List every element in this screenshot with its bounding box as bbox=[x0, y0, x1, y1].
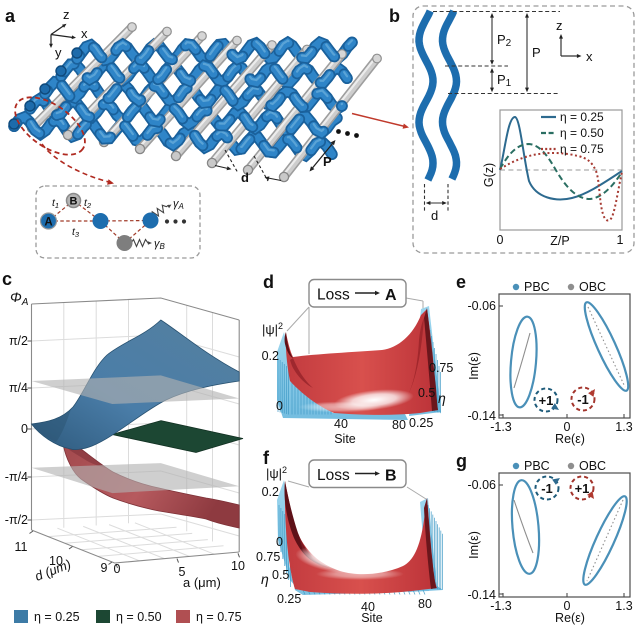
svg-text:OBC: OBC bbox=[579, 459, 606, 473]
svg-text:γB: γB bbox=[154, 238, 166, 251]
svg-text:A: A bbox=[44, 217, 52, 229]
svg-text:η: η bbox=[261, 571, 269, 587]
svg-text:-1.3: -1.3 bbox=[490, 420, 512, 434]
svg-text:0.75: 0.75 bbox=[429, 361, 453, 375]
svg-text:x: x bbox=[586, 49, 593, 64]
svg-text:0.5: 0.5 bbox=[272, 568, 289, 582]
svg-text:y: y bbox=[55, 45, 62, 60]
svg-text:B: B bbox=[385, 468, 397, 485]
svg-text:1.3: 1.3 bbox=[615, 420, 632, 434]
svg-text:η = 0.75: η = 0.75 bbox=[196, 610, 242, 624]
svg-text:η = 0.25: η = 0.25 bbox=[560, 110, 604, 124]
svg-text:10: 10 bbox=[231, 559, 245, 573]
svg-text:Loss: Loss bbox=[317, 467, 350, 484]
svg-text:b: b bbox=[389, 6, 400, 26]
svg-text:P: P bbox=[323, 154, 332, 169]
svg-text:Z/P: Z/P bbox=[550, 234, 569, 248]
svg-text:t1: t1 bbox=[52, 197, 59, 210]
svg-text:80: 80 bbox=[418, 597, 432, 611]
svg-text:Re(ε): Re(ε) bbox=[555, 611, 585, 625]
svg-text:-0.14: -0.14 bbox=[468, 409, 497, 423]
svg-text:0: 0 bbox=[564, 599, 571, 613]
svg-text:+1: +1 bbox=[539, 393, 554, 408]
svg-text:e: e bbox=[456, 272, 466, 292]
svg-text:1.3: 1.3 bbox=[615, 599, 632, 613]
svg-text:P: P bbox=[532, 45, 541, 60]
svg-text:|ψ|2: |ψ|2 bbox=[266, 465, 287, 481]
svg-text:z: z bbox=[63, 7, 70, 22]
svg-text:η: η bbox=[438, 390, 446, 406]
svg-text:5: 5 bbox=[179, 565, 186, 579]
svg-text:PBC: PBC bbox=[524, 280, 550, 294]
svg-text:Im(ε): Im(ε) bbox=[467, 531, 481, 559]
svg-text:η = 0.75: η = 0.75 bbox=[560, 142, 604, 156]
svg-text:-1: -1 bbox=[541, 481, 553, 496]
svg-text:Loss: Loss bbox=[317, 287, 350, 304]
svg-text:t3: t3 bbox=[72, 226, 80, 239]
svg-text:40: 40 bbox=[334, 417, 348, 431]
svg-text:Site: Site bbox=[361, 611, 383, 625]
svg-text:B: B bbox=[70, 196, 78, 208]
svg-text:x: x bbox=[81, 26, 88, 41]
svg-text:d: d bbox=[431, 208, 438, 223]
svg-text:0: 0 bbox=[114, 562, 121, 576]
svg-text:OBC: OBC bbox=[579, 280, 606, 294]
svg-text:Im(ε): Im(ε) bbox=[467, 352, 481, 380]
svg-text:0: 0 bbox=[276, 399, 283, 413]
svg-text:0.75: 0.75 bbox=[256, 550, 280, 564]
svg-text:|ψ|2: |ψ|2 bbox=[262, 321, 283, 337]
svg-text:Site: Site bbox=[334, 432, 356, 446]
svg-text:9: 9 bbox=[101, 561, 108, 575]
svg-text:γA: γA bbox=[173, 198, 184, 211]
svg-text:0.25: 0.25 bbox=[409, 416, 433, 430]
svg-text:π/4: π/4 bbox=[9, 381, 28, 395]
svg-text:η = 0.50: η = 0.50 bbox=[560, 126, 604, 140]
svg-text:1: 1 bbox=[617, 233, 624, 247]
svg-text:Re(ε): Re(ε) bbox=[555, 432, 585, 446]
svg-text:t2: t2 bbox=[84, 197, 92, 210]
svg-text:0.2: 0.2 bbox=[262, 349, 279, 363]
svg-text:0: 0 bbox=[564, 420, 571, 434]
svg-text:G(z): G(z) bbox=[482, 163, 496, 187]
svg-text:40: 40 bbox=[361, 600, 375, 614]
svg-text:d: d bbox=[241, 170, 249, 185]
svg-text:-0.14: -0.14 bbox=[468, 588, 497, 602]
svg-text:0.5: 0.5 bbox=[418, 386, 435, 400]
svg-text:c: c bbox=[2, 269, 12, 289]
svg-text:11: 11 bbox=[15, 540, 28, 554]
svg-text:0.2: 0.2 bbox=[262, 485, 279, 499]
svg-text:η = 0.25: η = 0.25 bbox=[34, 610, 80, 624]
svg-text:80: 80 bbox=[392, 418, 406, 432]
svg-text:0.25: 0.25 bbox=[277, 592, 301, 606]
svg-text:A: A bbox=[385, 287, 397, 304]
svg-text:-1: -1 bbox=[577, 392, 589, 407]
svg-text:f: f bbox=[263, 448, 270, 468]
svg-text:-1.3: -1.3 bbox=[490, 599, 512, 613]
svg-text:PBC: PBC bbox=[524, 459, 550, 473]
svg-text:π/2: π/2 bbox=[9, 334, 28, 348]
svg-text:d: d bbox=[263, 272, 274, 292]
svg-text:0: 0 bbox=[21, 422, 28, 436]
svg-text:-π/4: -π/4 bbox=[5, 470, 28, 484]
svg-text:-0.06: -0.06 bbox=[468, 299, 497, 313]
svg-text:10: 10 bbox=[49, 554, 63, 568]
svg-text:-π/2: -π/2 bbox=[5, 513, 28, 527]
svg-text:a: a bbox=[5, 6, 16, 26]
svg-text:a (μm): a (μm) bbox=[183, 575, 221, 590]
svg-text:-0.06: -0.06 bbox=[468, 478, 497, 492]
svg-text:0: 0 bbox=[276, 535, 283, 549]
svg-text:0: 0 bbox=[497, 233, 504, 247]
svg-text:+1: +1 bbox=[575, 481, 590, 496]
svg-text:η = 0.50: η = 0.50 bbox=[116, 610, 162, 624]
svg-text:g: g bbox=[456, 451, 467, 471]
svg-text:z: z bbox=[556, 18, 563, 33]
